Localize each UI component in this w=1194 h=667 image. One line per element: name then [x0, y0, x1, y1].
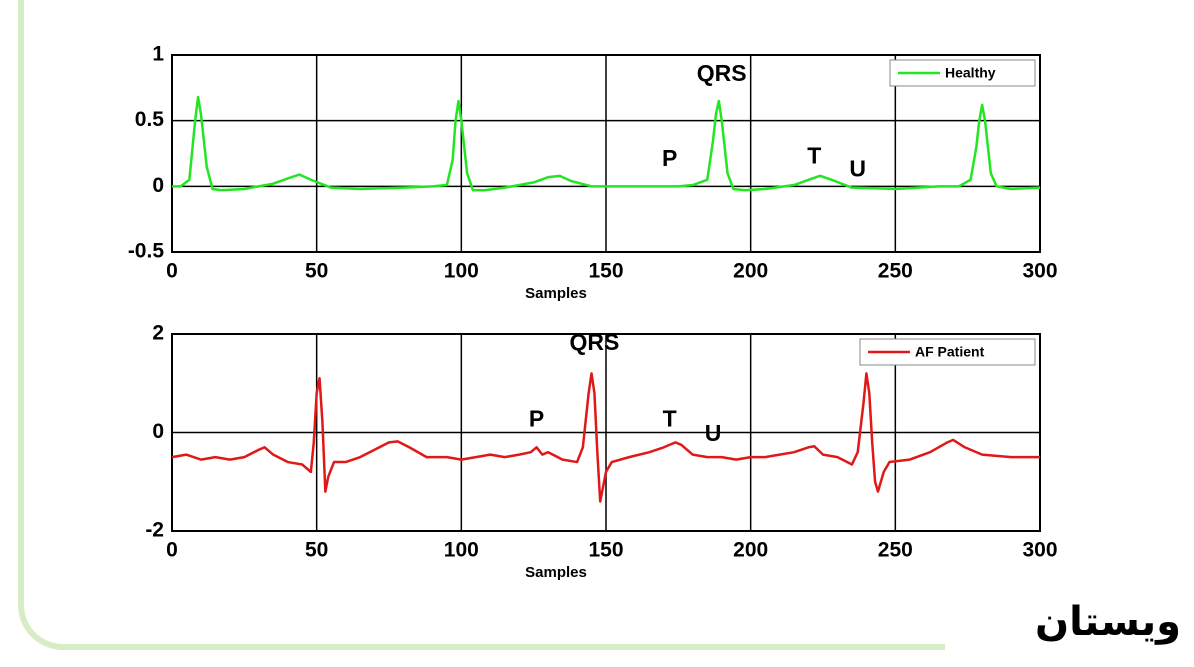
x-axis-label: Samples: [525, 564, 587, 581]
annotation: T: [663, 405, 677, 431]
y-tick-label: 1: [152, 43, 164, 66]
x-tick-label: 250: [878, 260, 913, 283]
y-tick-label: 0: [152, 174, 164, 197]
data-line: [172, 95, 1041, 192]
x-tick-label: 200: [733, 539, 768, 562]
data-line: [171, 372, 1040, 503]
legend-box: [859, 338, 1036, 366]
legend-label: AF Patient: [915, 344, 985, 360]
axes-frame: [171, 333, 1041, 532]
y-tick-label: 0: [152, 420, 164, 443]
x-tick-label: 200: [733, 260, 768, 283]
y-tick-label: -2: [145, 519, 164, 542]
x-tick-label: 100: [444, 260, 479, 283]
axes-frame: [171, 54, 1041, 253]
y-tick-label: 0.5: [135, 108, 165, 131]
x-tick-label: 50: [305, 260, 328, 283]
annotation: U: [849, 156, 866, 182]
watermark-box: [945, 596, 1194, 667]
x-tick-label: 100: [444, 539, 479, 562]
annotation: T: [807, 143, 821, 169]
x-axis-label: Samples: [525, 285, 587, 302]
x-tick-label: 150: [588, 260, 623, 283]
y-tick-label: 2: [152, 322, 164, 345]
legend-label: Healthy: [945, 65, 996, 81]
frame-border: [18, 0, 950, 650]
y-tick-label: -0.5: [128, 240, 165, 263]
annotation: P: [529, 405, 544, 431]
annotation: QRS: [697, 60, 747, 86]
x-tick-label: 0: [166, 539, 178, 562]
x-tick-label: 150: [588, 539, 623, 562]
annotation: U: [705, 420, 722, 446]
annotation: P: [662, 145, 677, 171]
watermark: ويستان: [1035, 599, 1181, 645]
annotation: QRS: [570, 329, 620, 355]
x-tick-label: 0: [166, 260, 178, 283]
x-tick-label: 250: [878, 539, 913, 562]
x-tick-label: 300: [1022, 260, 1057, 283]
x-tick-label: 50: [305, 539, 328, 562]
x-tick-label: 300: [1022, 539, 1057, 562]
